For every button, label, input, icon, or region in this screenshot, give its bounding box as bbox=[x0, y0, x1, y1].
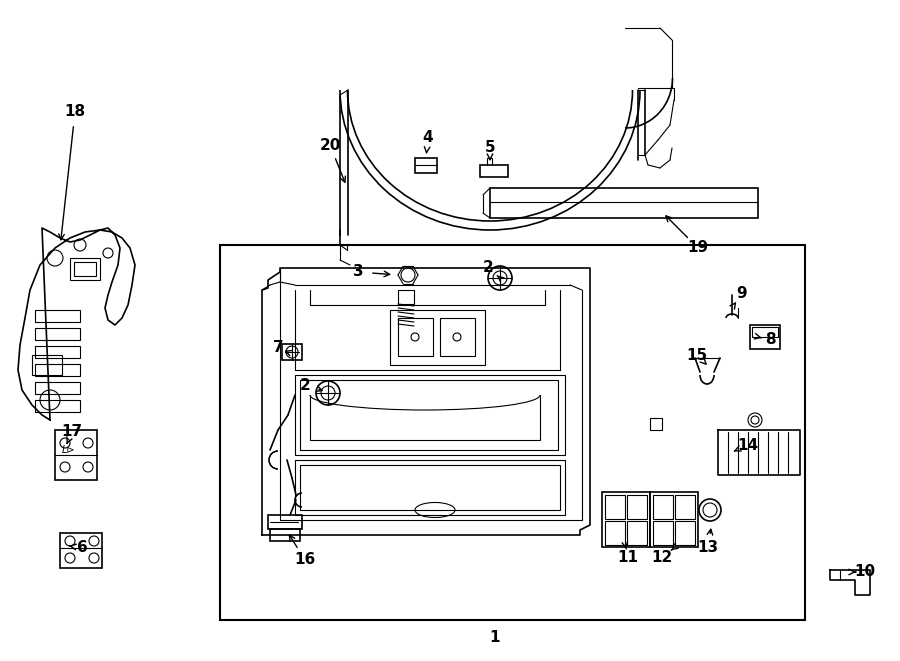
Bar bbox=[415, 158, 437, 173]
Bar bbox=[440, 318, 475, 356]
Text: 3: 3 bbox=[353, 264, 364, 280]
Bar bbox=[390, 310, 485, 365]
Bar bbox=[627, 495, 647, 519]
Bar bbox=[300, 380, 558, 450]
Text: 6: 6 bbox=[76, 541, 87, 555]
Text: L⊳: L⊳ bbox=[61, 445, 75, 455]
Bar bbox=[270, 529, 300, 541]
Text: 8: 8 bbox=[765, 332, 775, 348]
Bar bbox=[70, 258, 100, 280]
Text: 14: 14 bbox=[737, 438, 759, 453]
Bar bbox=[35, 310, 80, 322]
Bar bbox=[398, 318, 433, 356]
Bar bbox=[605, 521, 625, 545]
Bar bbox=[35, 328, 80, 340]
Bar bbox=[627, 521, 647, 545]
Text: 13: 13 bbox=[698, 541, 718, 555]
Text: 15: 15 bbox=[687, 348, 707, 362]
Text: 2: 2 bbox=[300, 377, 310, 393]
Text: 20: 20 bbox=[320, 137, 341, 153]
Text: 2: 2 bbox=[482, 260, 493, 276]
Text: 12: 12 bbox=[652, 551, 672, 566]
Bar bbox=[653, 521, 673, 545]
Bar bbox=[602, 492, 650, 547]
Bar bbox=[750, 325, 780, 349]
Bar bbox=[653, 495, 673, 519]
Bar bbox=[650, 418, 662, 430]
Bar bbox=[220, 245, 805, 620]
Text: 9: 9 bbox=[737, 286, 747, 301]
Bar bbox=[752, 327, 778, 337]
Bar bbox=[282, 344, 302, 360]
Bar bbox=[675, 495, 695, 519]
Bar bbox=[32, 355, 62, 375]
Bar bbox=[35, 364, 80, 376]
Text: 18: 18 bbox=[65, 104, 86, 120]
Bar bbox=[650, 492, 698, 547]
Bar bbox=[605, 495, 625, 519]
Text: 1: 1 bbox=[490, 631, 500, 646]
Bar bbox=[55, 430, 97, 480]
Bar bbox=[74, 262, 96, 276]
Text: 10: 10 bbox=[854, 564, 876, 580]
Text: 19: 19 bbox=[688, 241, 708, 256]
Text: 17: 17 bbox=[61, 424, 83, 440]
Bar bbox=[300, 465, 560, 510]
Text: 7: 7 bbox=[273, 340, 284, 356]
Bar bbox=[35, 400, 80, 412]
Bar bbox=[295, 460, 565, 515]
Bar bbox=[60, 533, 102, 568]
Bar bbox=[398, 290, 414, 304]
Bar bbox=[35, 346, 80, 358]
Text: 16: 16 bbox=[294, 553, 316, 568]
Bar bbox=[35, 382, 80, 394]
Bar bbox=[675, 521, 695, 545]
Bar bbox=[268, 515, 302, 529]
Text: 11: 11 bbox=[617, 551, 638, 566]
Bar bbox=[490, 188, 758, 218]
Text: 5: 5 bbox=[485, 139, 495, 155]
Bar bbox=[295, 375, 565, 455]
Bar bbox=[480, 165, 508, 177]
Text: 4: 4 bbox=[423, 130, 433, 145]
